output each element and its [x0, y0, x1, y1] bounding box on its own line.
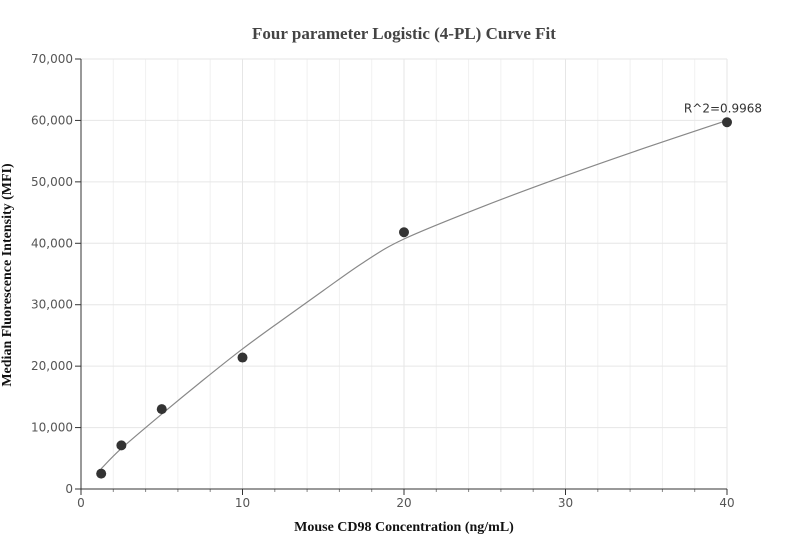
x-tick-label: 40 [719, 496, 734, 510]
y-axis-label: Median Fluorescence Intensity (MFI) [0, 163, 15, 387]
data-point [116, 440, 127, 451]
data-point [399, 227, 409, 238]
x-axis-label: Mouse CD98 Concentration (ng/mL) [294, 520, 514, 535]
y-tick-label: 50,000 [31, 175, 73, 189]
r-squared-annotation: R^2=0.9968 [684, 101, 762, 115]
data-point [96, 468, 107, 479]
y-tick-label: 60,000 [31, 113, 73, 127]
x-tick-label: 0 [77, 496, 85, 510]
data-point [237, 352, 248, 363]
y-tick-label: 20,000 [31, 359, 73, 373]
data-point [722, 117, 732, 128]
y-tick-label: 40,000 [31, 236, 73, 250]
axes: 0 10 20 30 40 0 10,000 20,000 30,000 40,000 50,000… [31, 52, 735, 510]
y-tick-label: 0 [65, 482, 73, 496]
y-tick-label: 10,000 [31, 421, 73, 435]
x-tick-label: 10 [235, 496, 250, 510]
chart-title: Four parameter Logistic (4-PL) Curve Fit [252, 24, 556, 43]
y-tick-label: 70,000 [31, 52, 73, 66]
data-point [156, 404, 167, 415]
fit-curve [100, 119, 728, 470]
grid [81, 58, 728, 489]
series: R^2=0.9968 [96, 101, 762, 479]
y-tick-label: 30,000 [31, 298, 73, 312]
x-tick-label: 20 [396, 496, 411, 510]
x-tick-label: 30 [558, 496, 573, 510]
